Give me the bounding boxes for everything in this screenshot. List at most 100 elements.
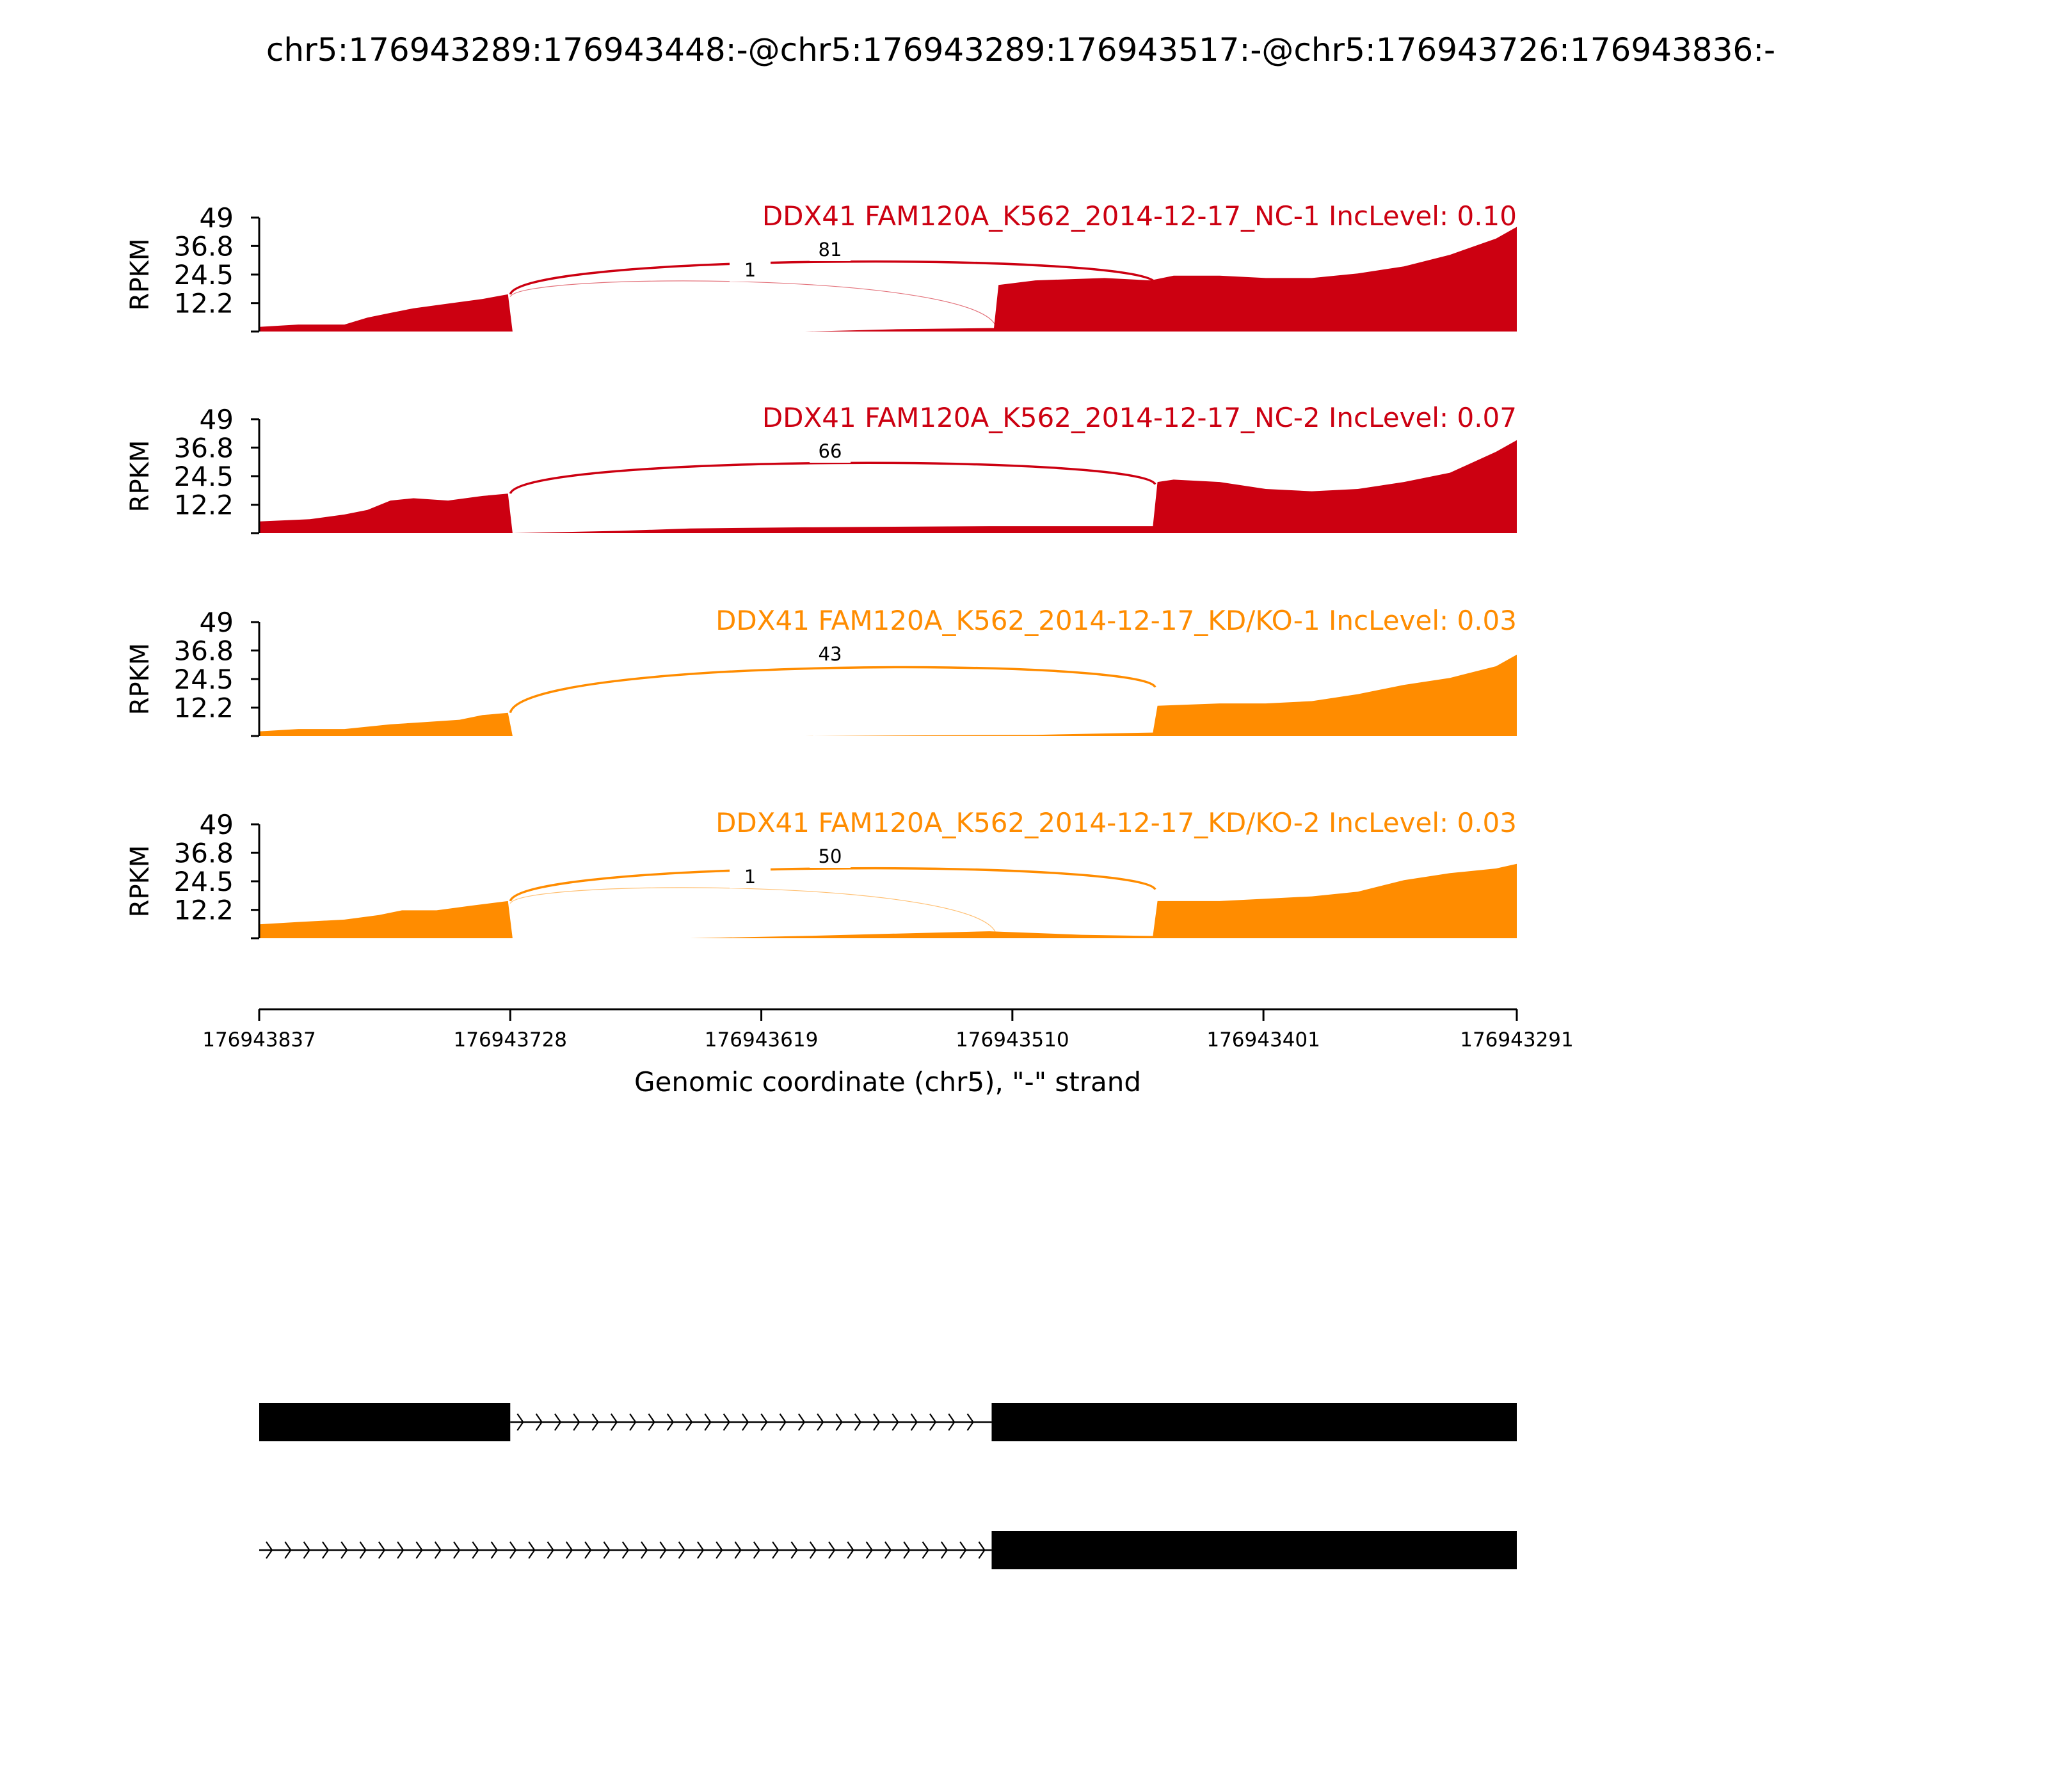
exon-block [259,1403,511,1441]
coverage-area [259,654,1517,736]
junction-count-label: 1 [744,259,756,281]
strand-arrow [847,1541,854,1559]
strand-arrow [884,1541,892,1559]
strand-arrow [415,1541,423,1559]
sample-label: DDX41 FAM120A_K562_2014-12-17_KD/KO-2 In… [716,807,1517,838]
y-tick-label: 12.2 [173,288,234,319]
x-tick-label: 176943291 [1460,1028,1574,1052]
y-tick-label: 49 [200,809,234,840]
strand-arrow [978,1541,986,1559]
y-tick-label: 12.2 [173,490,234,521]
strand-arrow [753,1541,761,1559]
y-tick-label: 24.5 [173,259,234,291]
strand-arrow [528,1541,536,1559]
y-tick-label: 49 [200,404,234,435]
strand-arrow [760,1413,768,1431]
isoform-model [259,1531,1517,1569]
strand-arrow [397,1541,404,1559]
strand-arrow [434,1541,442,1559]
strand-arrow [584,1541,592,1559]
y-tick-label: 49 [200,202,234,234]
strand-arrow [266,1541,273,1559]
x-tick-label: 176943510 [956,1028,1069,1052]
strand-arrow [723,1413,730,1431]
x-axis-label: Genomic coordinate (chr5), "-" strand [634,1066,1141,1098]
junction-arc [509,867,1156,902]
strand-arrow [772,1541,780,1559]
exon-block [991,1403,1517,1441]
strand-arrow [865,1541,873,1559]
junction-label-bg [730,260,771,282]
junction-arc [509,666,1156,714]
strand-arrow [666,1413,675,1431]
y-tick-label: 36.8 [173,635,234,666]
strand-arrow [659,1541,667,1559]
strand-arrow [591,1413,599,1431]
strand-arrow [696,1541,705,1559]
junction-count-label: 50 [819,845,842,867]
junction-count-label: 66 [819,440,842,462]
junction-arc [509,887,997,935]
y-tick-label: 49 [200,607,234,638]
y-tick-label: 36.8 [173,230,234,262]
y-tick-label: 12.2 [173,692,234,724]
strand-arrow [453,1541,461,1559]
junction-count-label: 43 [819,643,842,665]
strand-arrow [817,1413,824,1431]
strand-arrow [873,1413,881,1431]
strand-arrow [678,1541,685,1559]
strand-arrow [547,1541,554,1559]
x-tick-label: 176943837 [202,1028,316,1052]
strand-arrow [648,1413,655,1431]
strand-arrow [490,1541,498,1559]
strand-arrow [892,1413,899,1431]
y-axis-label: RPKM [125,440,155,513]
strand-arrow [835,1413,843,1431]
x-tick-label: 176943619 [705,1028,819,1052]
junction-arc [509,461,1156,495]
strand-arrow [704,1413,712,1431]
junction-label-bg [810,846,851,868]
strand-arrow [741,1413,749,1431]
junction-count-label: 81 [819,239,842,260]
y-axis-label: RPKM [125,643,155,716]
junction-arc [509,280,997,328]
strand-arrow [610,1413,618,1431]
strand-arrow [910,1413,918,1431]
sample-label: DDX41 FAM120A_K562_2014-12-17_KD/KO-1 In… [716,605,1517,636]
strand-arrow [940,1541,948,1559]
strand-arrow [903,1541,911,1559]
y-axis-label: RPKM [125,845,155,918]
strand-arrow [359,1541,367,1559]
y-tick-label: 12.2 [173,895,234,926]
strand-arrow [565,1541,573,1559]
y-tick-label: 24.5 [173,866,234,897]
strand-arrow [790,1541,798,1559]
strand-arrow [303,1541,310,1559]
x-tick-label: 176943401 [1206,1028,1320,1052]
strand-arrow [573,1413,580,1431]
junction-label-bg [730,867,771,888]
junction-arc [509,260,1156,295]
y-tick-label: 24.5 [173,664,234,695]
strand-arrow [959,1541,967,1559]
strand-arrow [629,1413,637,1431]
sample-label: DDX41 FAM120A_K562_2014-12-17_NC-2 IncLe… [762,402,1517,433]
strand-arrow [828,1541,836,1559]
strand-arrow [797,1413,806,1431]
junction-label-bg [810,239,851,261]
strand-arrow [509,1541,517,1559]
strand-arrow [734,1541,742,1559]
strand-arrow [472,1541,479,1559]
junction-label-bg [810,644,851,666]
strand-arrow [621,1541,630,1559]
strand-arrow [809,1541,817,1559]
strand-arrow [321,1541,330,1559]
strand-arrow [685,1413,693,1431]
y-tick-label: 36.8 [173,837,234,868]
